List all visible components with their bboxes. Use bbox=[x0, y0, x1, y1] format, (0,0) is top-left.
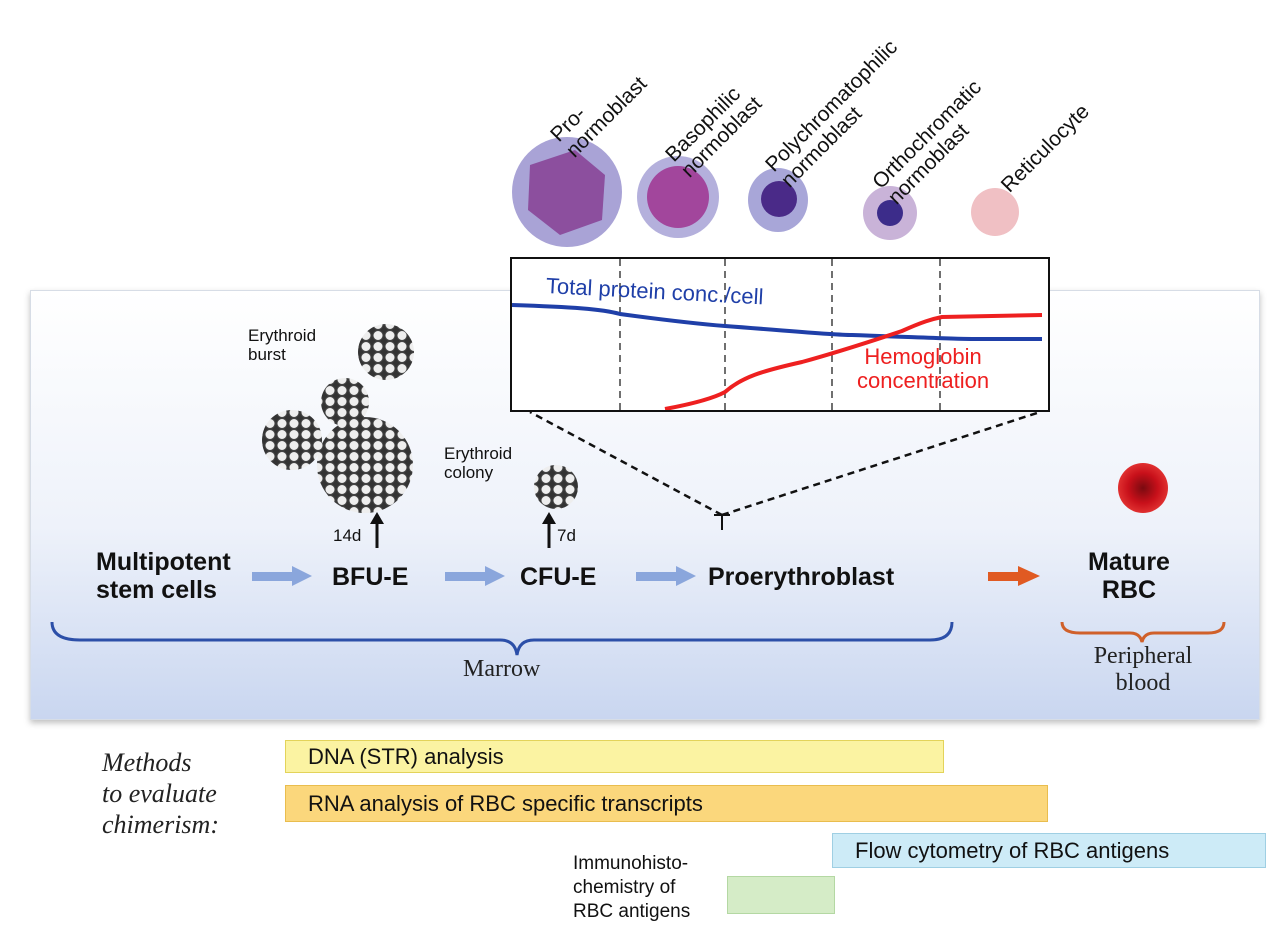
basophilic-normoblast-cell bbox=[637, 156, 719, 238]
methods-title: Methods to evaluate chimerism: bbox=[102, 748, 219, 839]
protein-hemoglobin-chart: Total protein conc./cell Hemoglobin conce… bbox=[510, 257, 1050, 412]
dna-analysis-bar: DNA (STR) analysis bbox=[285, 740, 944, 773]
right-arrow-icon bbox=[252, 566, 312, 586]
total-protein-line bbox=[512, 303, 1042, 341]
hemoglobin-label: Hemoglobin concentration bbox=[857, 344, 990, 393]
marrow-brace bbox=[50, 621, 954, 656]
erythroid-burst-label: Erythroid burst bbox=[248, 326, 317, 364]
up-arrow-icon bbox=[370, 512, 384, 548]
reticulocyte-cell bbox=[971, 188, 1019, 236]
burst-time-label: 14d bbox=[333, 526, 362, 545]
up-arrow-icon bbox=[542, 512, 556, 548]
pronormoblast-cell bbox=[512, 137, 622, 247]
erythroid-colony-cluster bbox=[534, 465, 578, 509]
erythroid-burst-cluster bbox=[262, 324, 414, 513]
immunohistochemistry-bar bbox=[727, 876, 835, 914]
stage-mature-rbc: Mature RBC bbox=[1088, 548, 1170, 604]
expansion-tick bbox=[714, 514, 730, 530]
mature-rbc-cell bbox=[1118, 463, 1168, 513]
hemoglobin-line bbox=[664, 313, 1043, 410]
erythroid-colony-label: Erythroid colony bbox=[444, 444, 513, 482]
stage-proerythroblast: Proerythroblast bbox=[708, 563, 895, 591]
colony-time-label: 7d bbox=[557, 526, 576, 545]
immunohistochemistry-label: Immunohisto-chemistry of RBC antigens bbox=[573, 853, 691, 922]
right-arrow-icon bbox=[636, 566, 696, 586]
right-arrow-icon bbox=[988, 566, 1040, 586]
orthochromatic-normoblast-cell bbox=[863, 186, 917, 240]
stage-multipotent-stem-cells: Multipotent stem cells bbox=[96, 548, 231, 604]
chart-lines bbox=[512, 259, 1043, 410]
flow-cytometry-bar: Flow cytometry of RBC antigens bbox=[832, 833, 1266, 868]
blood-brace bbox=[1060, 621, 1226, 643]
stage-cfu-e: CFU-E bbox=[520, 563, 597, 591]
rna-analysis-bar: RNA analysis of RBC specific transcripts bbox=[285, 785, 1048, 822]
polychromatophilic-normoblast-cell bbox=[748, 168, 808, 232]
marrow-label: Marrow bbox=[463, 656, 541, 682]
right-arrow-icon bbox=[445, 566, 505, 586]
peripheral-blood-label: Peripheral blood bbox=[1093, 643, 1193, 696]
expansion-dashed-lines bbox=[529, 410, 1041, 517]
stage-bfu-e: BFU-E bbox=[332, 563, 409, 591]
